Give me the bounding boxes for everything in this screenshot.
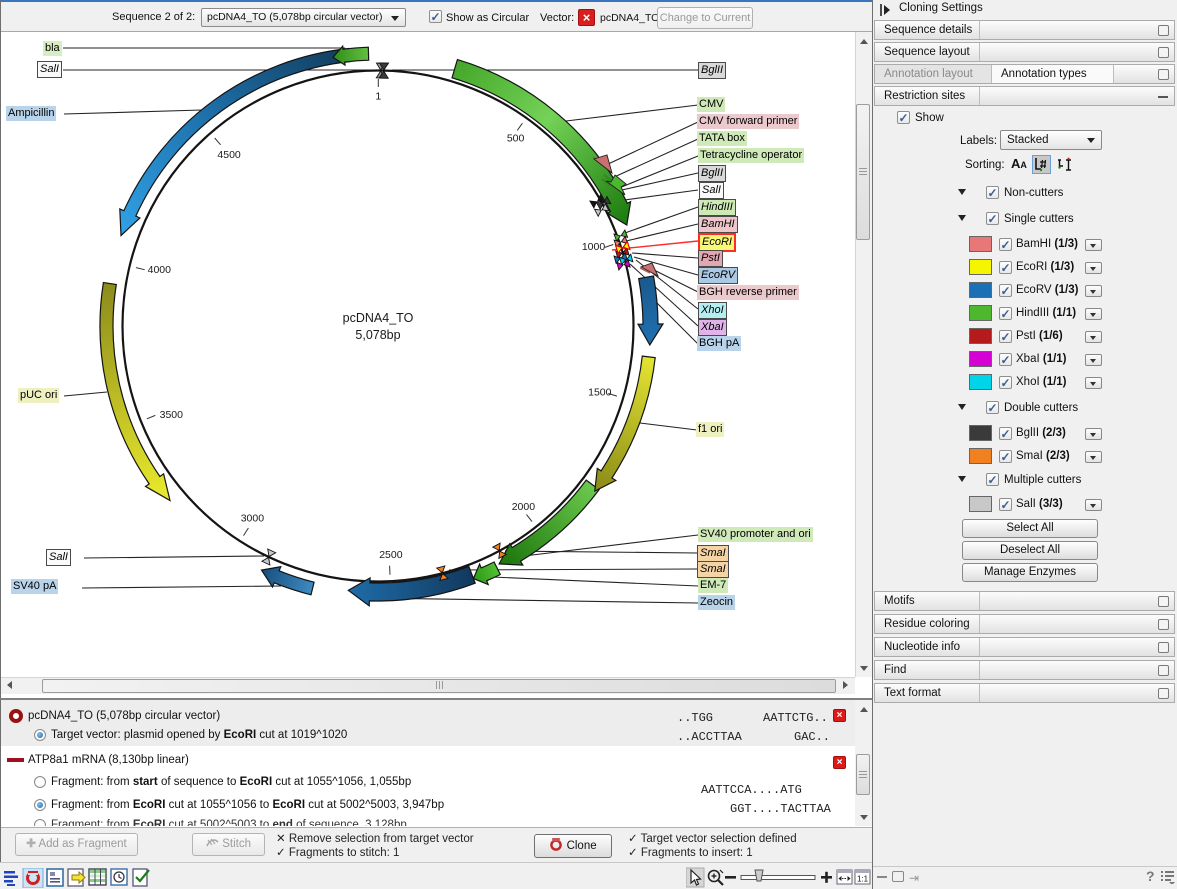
svg-text:pcDNA4_TO: pcDNA4_TO bbox=[343, 311, 414, 325]
svg-text:3500: 3500 bbox=[160, 409, 184, 421]
svg-text:1500: 1500 bbox=[588, 386, 612, 398]
svg-text:500: 500 bbox=[507, 133, 525, 145]
svg-text:3000: 3000 bbox=[241, 513, 265, 525]
svg-text:5,078bp: 5,078bp bbox=[355, 328, 400, 342]
svg-text:2000: 2000 bbox=[512, 501, 536, 513]
svg-text:1000: 1000 bbox=[582, 241, 606, 253]
svg-text:4000: 4000 bbox=[148, 264, 172, 276]
svg-text:2500: 2500 bbox=[379, 549, 403, 561]
svg-text:1:1: 1:1 bbox=[857, 875, 869, 884]
svg-text:4500: 4500 bbox=[217, 149, 241, 161]
svg-text:1: 1 bbox=[375, 91, 381, 103]
